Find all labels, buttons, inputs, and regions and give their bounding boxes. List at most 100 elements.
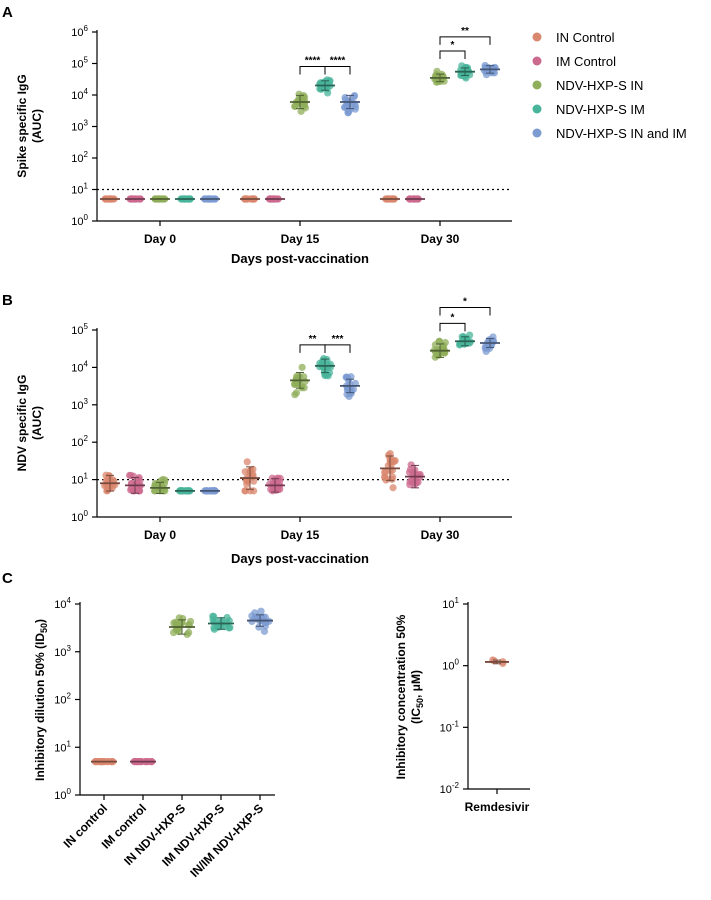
data-point — [326, 78, 334, 86]
data-point — [257, 607, 265, 615]
legend-label-3: NDV-HXP-S IM — [556, 102, 645, 117]
data-point — [223, 613, 231, 622]
significance-label: **** — [305, 56, 321, 67]
x-category-label: IN/IM NDV-HXP-S — [187, 801, 266, 880]
data-point — [298, 363, 306, 371]
y-tick-label: 106 — [71, 24, 88, 39]
data-point — [350, 91, 359, 100]
significance-label: ** — [461, 26, 469, 37]
significance-bracket — [324, 66, 351, 75]
y-tick-label: 102 — [54, 692, 71, 707]
data-point — [159, 487, 168, 495]
y-tick-label: 10-2 — [440, 781, 460, 796]
y-axis-label: Inhibitory dilution 50% (ID50) — [33, 619, 49, 781]
data-point — [241, 487, 249, 495]
significance-label: * — [451, 40, 455, 51]
x-axis-label: Days post-vaccination — [231, 251, 369, 266]
significance-bracket — [439, 306, 491, 316]
x-category-label: Day 0 — [144, 528, 176, 542]
data-point — [345, 107, 353, 115]
y-tick-label: 101 — [71, 182, 88, 197]
x-category-label: Day 15 — [281, 232, 320, 246]
y-tick-label: 100 — [442, 658, 459, 673]
significance-label: *** — [332, 334, 344, 345]
panel-a-chart: A 100 101 102 103 104 105 106 Day 0 Day 15 Day 30 *… — [2, 4, 512, 266]
data-point — [347, 388, 356, 396]
y-tick-label: 100 — [71, 213, 88, 228]
data-point — [135, 487, 143, 495]
significance-label: * — [463, 296, 467, 307]
data-point — [272, 486, 280, 494]
legend-label-2: NDV-HXP-S IN — [556, 78, 643, 93]
legend-label-0: IN Control — [556, 30, 615, 45]
y-tick-label: 105 — [71, 56, 88, 71]
panel-label: A — [2, 4, 13, 21]
x-axis-label: Days post-vaccination — [231, 551, 369, 566]
significance-label: **** — [330, 56, 346, 67]
data-point — [381, 467, 389, 475]
data-point — [186, 617, 195, 626]
y-tick-label: 105 — [71, 322, 88, 337]
legend-marker-3 — [532, 104, 542, 114]
y-tick-label: 101 — [71, 472, 88, 487]
y-tick-label: 103 — [71, 119, 88, 134]
data-point — [386, 449, 394, 458]
data-point — [185, 628, 193, 637]
legend-marker-2 — [532, 80, 542, 90]
panel-label: B — [2, 292, 13, 309]
y-tick-label: 102 — [71, 150, 88, 165]
x-category-label: Day 0 — [144, 232, 176, 246]
x-category-label: Day 30 — [421, 528, 460, 542]
data-point — [292, 389, 301, 397]
significance-label: ** — [309, 334, 317, 345]
data-point — [457, 71, 465, 80]
legend-marker-1 — [532, 56, 542, 66]
y-tick-label: 102 — [71, 434, 88, 449]
y-tick-label: 101 — [54, 739, 71, 754]
significance-label: * — [451, 312, 455, 323]
significance-bracket — [439, 50, 466, 59]
data-point — [225, 624, 233, 632]
y-axis-label-unit: (IC50, μM) — [409, 670, 425, 724]
data-point — [482, 347, 490, 356]
legend-marker-4 — [532, 128, 542, 138]
x-category-label: Day 15 — [281, 528, 320, 542]
y-tick-label: 103 — [54, 644, 71, 659]
x-category-label: Day 30 — [421, 232, 460, 246]
data-point — [209, 612, 217, 620]
legend-marker-0 — [532, 32, 542, 42]
significance-bracket — [439, 36, 491, 45]
y-axis-label: (AUC) — [30, 109, 44, 143]
data-point — [255, 623, 263, 631]
significance-bracket — [299, 66, 326, 75]
data-point — [406, 465, 415, 474]
data-point — [410, 478, 418, 486]
data-point — [431, 341, 439, 349]
significance-bracket — [439, 322, 466, 332]
y-tick-label: 100 — [71, 509, 88, 524]
significance-bracket — [324, 344, 351, 353]
panel-c-remdesivir-chart: 10-2 10-1 100 101 Remdesivir Inhibitory conce… — [394, 596, 530, 814]
y-tick-label: 104 — [71, 359, 88, 374]
x-category-label: Remdesivir — [465, 800, 530, 814]
y-axis-label: Inhibitory concentration 50% — [394, 614, 408, 779]
panel-label: C — [2, 570, 13, 587]
legend-label-4: NDV-HXP-S IN and IM — [556, 126, 687, 141]
y-tick-label: 103 — [71, 397, 88, 412]
data-point — [389, 484, 397, 492]
y-tick-label: 101 — [442, 596, 459, 611]
significance-bracket — [299, 344, 326, 353]
data-point — [431, 348, 440, 356]
y-tick-label: 104 — [54, 596, 71, 611]
y-tick-label: 100 — [54, 787, 71, 802]
legend-label-1: IM Control — [556, 54, 616, 69]
data-point — [276, 474, 284, 482]
data-point — [136, 477, 144, 485]
y-tick-label: 10-1 — [440, 719, 460, 734]
y-axis-label: Spike specific IgG — [15, 74, 29, 177]
data-point — [295, 99, 303, 107]
y-tick-label: 104 — [71, 87, 88, 102]
